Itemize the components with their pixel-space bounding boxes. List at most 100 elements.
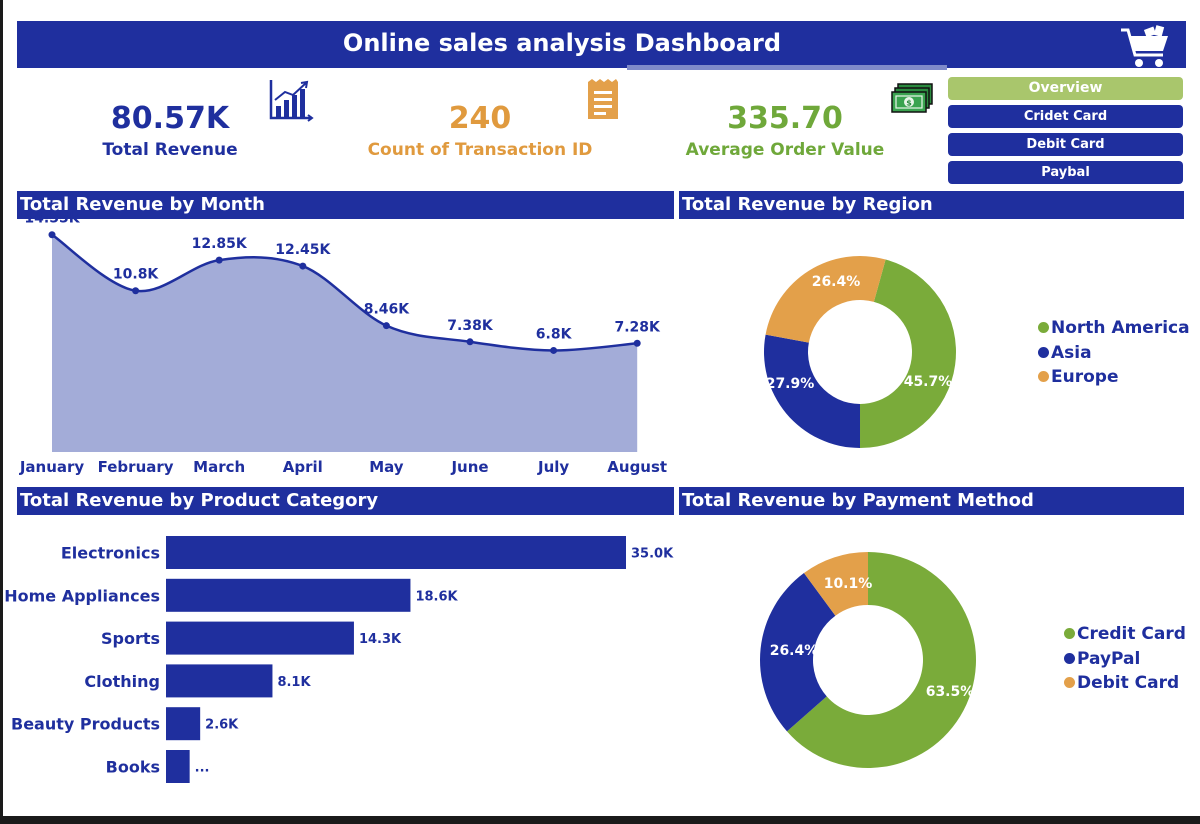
donut-slice [760,573,836,732]
category-label: Clothing [84,672,160,691]
section-header-category: Total Revenue by Product Category [17,487,674,515]
kpi-label: Count of Transaction ID [367,140,593,160]
legend-dot [1038,322,1049,333]
frame-border-left [0,0,3,824]
region-legend: North America Asia Europe [1038,316,1190,390]
kpi-value: 240 [448,101,512,136]
kpi-transaction-count: 240 Count of Transaction ID [360,100,600,162]
area-fill [52,234,638,452]
kpi-value: 335.70 [727,101,843,136]
data-point [48,231,56,239]
x-tick-label: May [369,458,404,476]
data-label: 12.45K [275,242,331,258]
legend-item: Asia [1038,341,1190,366]
kpi-label: Total Revenue [102,140,238,160]
data-point [550,346,558,354]
legend-label: Asia [1051,342,1092,363]
x-tick-label: January [19,458,85,476]
revenue-by-month-chart: 14.55K January 10.8K February 12.85K March 12.… [19,211,667,476]
legend-dot [1064,677,1075,688]
slice-label: 10.1% [824,576,873,592]
revenue-by-region-donut: 45.7% 27.9% 26.4% [764,256,956,448]
section-header-payment: Total Revenue by Payment Method [679,487,1184,515]
data-label: 12.85K [192,236,248,252]
slice-label: 26.4% [770,643,819,659]
category-label: Books [106,758,160,777]
bar [166,750,190,783]
x-tick-label: June [450,458,488,476]
bar-value-label: 14.3K [359,632,402,647]
legend-dot [1064,652,1075,664]
legend-label: PayPal [1077,648,1141,669]
legend-label: Credit Card [1077,624,1186,644]
bar-value-label: 2.6K [205,718,239,733]
bar [166,578,411,612]
legend-dot [1038,346,1049,358]
slicer-overview-button[interactable]: Overview [948,77,1183,100]
data-label: 7.28K [615,319,662,335]
bar [166,536,626,569]
data-point [299,262,307,270]
legend-label: North America [1051,318,1190,338]
data-label: 8.46K [364,302,411,318]
revenue-by-payment-donut: 63.5% 26.4% 10.1% [760,552,976,768]
legend-label: Debit Card [1077,673,1180,693]
slicer-credit-card-button[interactable]: Cridet Card [948,105,1183,128]
bar-value-label: 8.1K [277,675,311,690]
donut-slice [765,256,886,343]
x-tick-label: March [193,458,245,476]
slice-label: 63.5% [926,684,975,700]
section-header-region: Total Revenue by Region [679,191,1184,219]
payment-legend: Credit Card PayPal Debit Card [1064,622,1186,696]
x-tick-label: July [537,458,569,476]
data-point [215,256,223,264]
frame-border-bottom [0,816,1200,824]
bar-value-label: 18.6K [415,589,458,604]
slicer-debit-card-button[interactable]: Debit Card [948,133,1183,156]
legend-dot [1064,628,1075,639]
donut-slice [860,259,956,448]
kpi-average-order-value: 335.70 Average Order Value [680,100,890,162]
data-label: 10.8K [113,267,160,283]
bar-value-label: 35.0K [631,547,674,562]
legend-item: Debit Card [1064,671,1186,696]
data-label: 7.38K [447,318,494,334]
legend-dot [1038,371,1049,382]
category-label: Home Appliances [4,586,160,605]
slice-label: 45.7% [904,374,953,390]
legend-item: PayPal [1064,647,1186,672]
data-point [466,338,474,346]
bar [166,707,201,741]
receipt-icon [588,79,618,119]
slice-label: 26.4% [812,274,861,290]
kpi-label: Average Order Value [685,140,885,160]
slicer-paypal-button[interactable]: Paybal [948,161,1183,184]
kpi-total-revenue: 80.57K Total Revenue [80,100,260,162]
bar [166,621,354,655]
category-label: Beauty Products [11,715,160,734]
legend-label: Europe [1051,367,1119,387]
revenue-by-category-chart: Electronics 35.0K Home Appliances 18.6K Spor… [4,536,674,783]
category-label: Sports [101,629,160,648]
data-label: 6.8K [536,326,573,342]
data-point [382,322,390,330]
x-tick-label: February [98,458,174,476]
data-label: 14.55K [24,211,80,227]
section-header-month: Total Revenue by Month [17,191,674,219]
x-tick-label: April [283,458,323,476]
title-bar: Online sales analysis Dashboard [17,21,1186,68]
page-title: Online sales analysis Dashboard [342,29,782,57]
donut-slice [803,552,868,616]
x-tick-label: August [607,458,667,476]
data-point [132,287,140,295]
category-label: Electronics [61,544,160,563]
donut-slice [786,552,976,768]
bar [166,664,273,698]
legend-item: North America [1038,316,1190,341]
bar-chart-growth-icon [269,80,314,122]
kpi-value: 80.57K [110,101,230,136]
data-point [633,339,641,347]
donut-slice [764,334,861,448]
money-stack-icon: $ [891,83,933,113]
